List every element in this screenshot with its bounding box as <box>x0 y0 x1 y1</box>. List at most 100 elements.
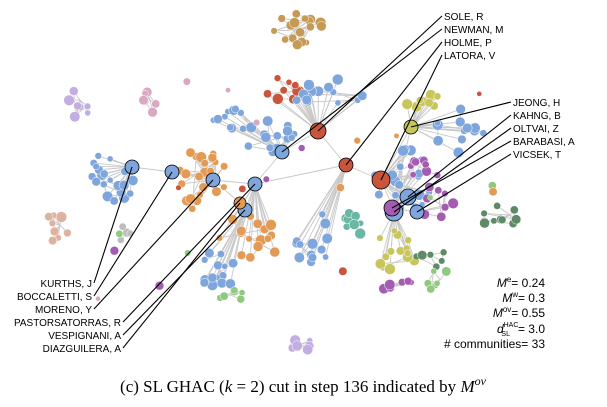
network-node <box>424 98 434 108</box>
network-node <box>447 197 459 209</box>
network-edge <box>249 183 256 258</box>
network-node <box>109 196 119 206</box>
network-node <box>263 89 272 99</box>
network-node <box>211 186 222 197</box>
network-node <box>427 194 434 201</box>
author-label-vespignani: VESPIGNANI, A <box>48 331 121 342</box>
stats-block: Me= 0.24 Mw= 0.3 Mov= 0.55 dHAC SL = 3.0 #… <box>444 275 545 351</box>
network-node <box>441 266 452 277</box>
network-node <box>220 183 228 191</box>
network-node <box>411 157 420 167</box>
author-label-vicsek: VICSEK, T <box>513 150 561 161</box>
network-node <box>48 219 57 227</box>
network-node <box>273 74 282 82</box>
network-node <box>430 267 438 275</box>
network-node <box>117 236 125 244</box>
network-node <box>228 258 239 269</box>
network-node <box>384 263 396 275</box>
network-node <box>245 235 253 243</box>
stat-mw: Mw= 0.3 <box>502 290 545 305</box>
label-leader-line <box>317 15 443 132</box>
network-node <box>272 93 284 105</box>
network-node <box>336 183 345 192</box>
network-node <box>302 344 314 356</box>
network-node <box>321 232 333 245</box>
network-node <box>455 104 466 115</box>
label-leader-line <box>380 54 443 181</box>
network-node <box>154 281 165 291</box>
network-edge <box>230 209 246 284</box>
network-node <box>374 258 386 270</box>
network-node <box>350 211 361 221</box>
network-node <box>184 249 192 257</box>
network-node <box>109 246 120 256</box>
network-node <box>334 99 342 107</box>
network-node <box>245 252 256 263</box>
network-node <box>306 238 319 250</box>
author-labels-right: SOLE, R NEWMAN, M HOLME, P LATORA, V JEO… <box>444 12 575 161</box>
network-node <box>252 241 264 252</box>
network-node <box>83 102 92 110</box>
network-node <box>262 115 274 127</box>
network-node <box>63 228 72 238</box>
network-node <box>180 168 192 179</box>
label-leader-line <box>281 28 443 153</box>
network-node <box>433 92 442 101</box>
network-node <box>73 101 82 111</box>
network-node <box>291 9 301 19</box>
network-node <box>374 190 384 200</box>
network-node <box>277 14 286 23</box>
network-node <box>376 234 384 242</box>
network-edge <box>312 164 347 244</box>
network-node <box>289 17 300 29</box>
network-node <box>353 136 361 145</box>
network-node <box>265 219 277 231</box>
network-node <box>440 203 450 212</box>
network-edge <box>219 183 256 239</box>
network-edge <box>221 209 246 284</box>
network-node <box>44 212 54 222</box>
network-node <box>381 252 390 261</box>
network-node <box>207 152 218 163</box>
network-node <box>293 252 305 263</box>
network-node <box>185 193 196 205</box>
network-node <box>118 222 127 231</box>
author-label-barabasi: BARABASI, A <box>513 137 575 148</box>
network-node <box>227 214 238 225</box>
network-node <box>238 185 247 193</box>
label-leader-line <box>410 101 512 128</box>
network-node <box>403 249 412 257</box>
network-node <box>55 211 68 223</box>
network-node <box>348 219 360 230</box>
network-edge <box>391 160 425 209</box>
network-node <box>126 189 135 198</box>
network-node <box>216 250 225 258</box>
network-node <box>303 79 315 91</box>
network-edge <box>203 209 246 283</box>
network-edge <box>299 164 347 245</box>
network-node <box>207 272 218 283</box>
network-edge <box>254 164 347 185</box>
network-node <box>493 202 501 210</box>
network-node <box>323 82 334 93</box>
network-node <box>238 289 246 296</box>
network-node <box>262 175 270 183</box>
network-node <box>99 169 109 179</box>
author-label-diazguilera: DIAZGUILERA, A <box>43 344 122 355</box>
network-node <box>69 86 79 96</box>
network-node <box>462 122 473 134</box>
network-node <box>270 27 278 35</box>
network-node <box>138 95 149 106</box>
network-node <box>319 217 331 230</box>
network-node <box>291 340 303 352</box>
network-node <box>432 135 444 147</box>
network-node <box>301 94 312 105</box>
network-node <box>386 247 395 256</box>
network-edge <box>391 161 417 209</box>
network-edge <box>484 212 511 216</box>
network-node <box>225 278 236 290</box>
network-node <box>509 205 519 215</box>
network-node <box>239 124 247 133</box>
label-leader-line <box>407 114 512 198</box>
network-node <box>282 125 293 137</box>
